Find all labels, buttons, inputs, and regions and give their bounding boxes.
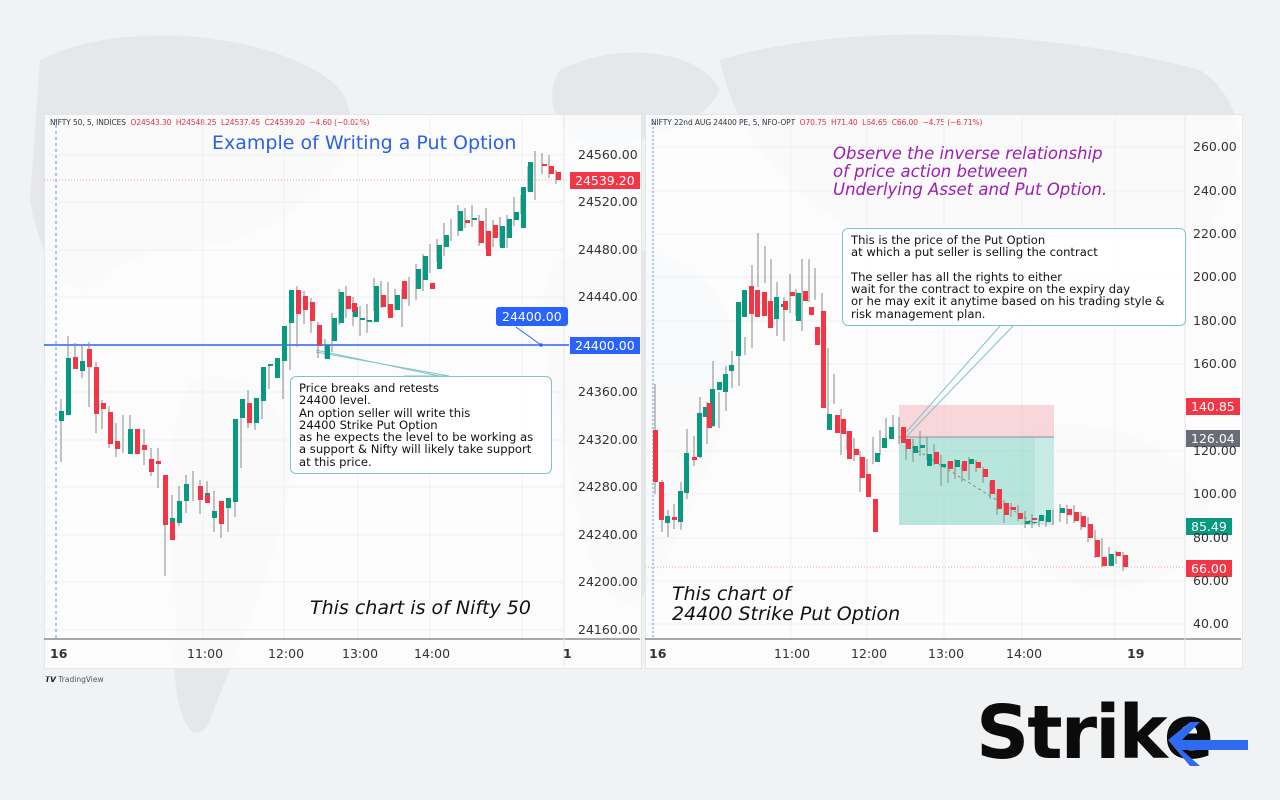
left-level-price-badge: 24400.00 — [570, 337, 640, 354]
right-close: C66.00 — [891, 118, 918, 127]
left-xtick: 1 — [563, 646, 572, 661]
right-high: H71.40 — [831, 118, 858, 127]
right-ytick: 100.00 — [1193, 486, 1237, 501]
left-ytick: 24360.00 — [578, 384, 638, 399]
right-annotation-callout[interactable]: This is the price of the Put Option at w… — [842, 228, 1186, 327]
left-open: O24543.30 — [130, 118, 172, 127]
left-ytick: 24240.00 — [578, 527, 638, 542]
right-low: L64.65 — [862, 118, 888, 127]
right-ytick: 60.00 — [1193, 573, 1229, 588]
target-badge: 85.49 — [1186, 518, 1232, 535]
left-chart-title: Example of Writing a Put Option — [212, 132, 517, 154]
right-ytick: 160.00 — [1193, 356, 1237, 371]
left-ytick: 24160.00 — [578, 622, 638, 637]
right-chart-plot[interactable] — [645, 114, 1245, 674]
left-high: H24548.25 — [175, 118, 217, 127]
left-last-price-badge: 24539.20 — [570, 172, 640, 189]
right-xtick: 16 — [649, 646, 667, 661]
right-chart-title: Observe the inverse relationship of pric… — [833, 144, 1108, 199]
right-ytick: 220.00 — [1193, 226, 1237, 241]
left-ytick: 24480.00 — [578, 242, 638, 257]
left-chart-plot[interactable] — [44, 114, 644, 674]
left-ytick: 24520.00 — [578, 194, 638, 209]
right-xtick: 14:00 — [1006, 646, 1043, 661]
strike-logo: Strike — [976, 690, 1214, 776]
left-annotation-callout[interactable]: Price breaks and retests 24400 level. An… — [290, 376, 552, 475]
right-xtick: 19 — [1127, 646, 1145, 661]
right-ytick: 240.00 — [1193, 183, 1237, 198]
left-ytick: 24280.00 — [578, 479, 638, 494]
left-close: C24539.20 — [264, 118, 305, 127]
level-label-badge[interactable]: 24400.00 — [496, 307, 568, 326]
right-chart-caption: This chart of 24400 Strike Put Option — [672, 583, 901, 625]
tradingview-logo-icon: 𝙏𝙑 — [45, 675, 56, 684]
right-xtick: 13:00 — [928, 646, 965, 661]
right-ytick: 260.00 — [1193, 139, 1237, 154]
logo-accent: ke — [1118, 690, 1214, 776]
tradingview-watermark: 𝙏𝙑 TradingView — [45, 675, 104, 684]
left-xtick: 12:00 — [268, 646, 305, 661]
right-ohlc-header: NIFTY 22nd AUG 24400 PE, 5, NFO-OPT O70.… — [651, 118, 982, 127]
right-ytick: 120.00 — [1193, 443, 1237, 458]
logo-text: Stri — [976, 690, 1121, 776]
right-ytick: 80.00 — [1193, 530, 1229, 545]
right-candles — [653, 233, 1128, 571]
right-xtick: 11:00 — [774, 646, 811, 661]
left-ytick: 24200.00 — [578, 574, 638, 589]
left-symbol: NIFTY 50, 5, INDICES — [50, 118, 126, 127]
right-open: O70.75 — [799, 118, 827, 127]
right-xtick: 12:00 — [851, 646, 888, 661]
left-low: L24537.45 — [221, 118, 261, 127]
left-ohlc-header: NIFTY 50, 5, INDICES O24543.30 H24548.25… — [50, 118, 369, 127]
left-ytick: 24320.00 — [578, 432, 638, 447]
right-ytick: 200.00 — [1193, 269, 1237, 284]
left-xtick: 13:00 — [342, 646, 379, 661]
stop-loss-badge: 140.85 — [1186, 398, 1240, 415]
left-candles — [59, 151, 561, 576]
right-symbol: NIFTY 22nd AUG 24400 PE, 5, NFO-OPT — [651, 118, 796, 127]
left-xtick: 16 — [50, 646, 68, 661]
logo-arrow-icon — [1168, 722, 1248, 766]
left-xtick: 11:00 — [187, 646, 224, 661]
right-last-price-badge: 66.00 — [1186, 560, 1232, 577]
left-chart-caption: This chart is of Nifty 50 — [310, 597, 531, 619]
right-change: −4.75 (−6.71%) — [922, 118, 983, 127]
left-ytick: 24440.00 — [578, 289, 638, 304]
right-ytick: 180.00 — [1193, 313, 1237, 328]
left-xtick: 14:00 — [414, 646, 451, 661]
left-change: −4.60 (−0.02%) — [309, 118, 370, 127]
left-ytick: 24560.00 — [578, 147, 638, 162]
entry-price-badge: 126.04 — [1186, 430, 1240, 447]
right-ytick: 40.00 — [1193, 616, 1229, 631]
